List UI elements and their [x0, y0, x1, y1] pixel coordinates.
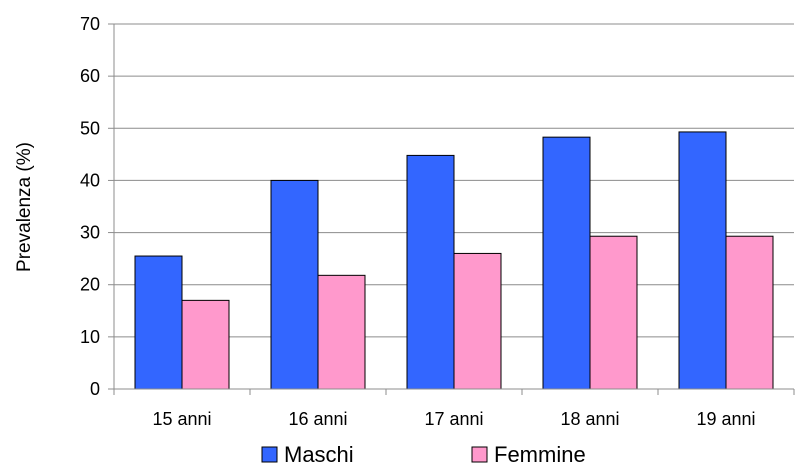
y-tick-labels: 0 10 20 30 40 50 60 70 [80, 14, 100, 399]
y-tick-label: 0 [90, 379, 100, 399]
x-tick-label: 15 anni [152, 409, 211, 429]
y-tick-label: 40 [80, 170, 100, 190]
x-tick-labels: 15 anni 16 anni 17 anni 18 anni 19 anni [152, 409, 755, 429]
bar-maschi-19-anni [678, 131, 727, 390]
legend-label-maschi: Maschi [284, 442, 354, 467]
legend: Maschi Femmine [261, 442, 586, 467]
y-tick-label: 70 [80, 14, 100, 34]
bar-maschi-16-anni [270, 179, 319, 390]
x-tick-label: 19 anni [696, 409, 755, 429]
x-tick-label: 18 anni [560, 409, 619, 429]
y-tick-label: 20 [80, 275, 100, 295]
bars [134, 131, 774, 390]
legend-swatch-femmine [471, 446, 488, 463]
x-tick-label: 17 anni [424, 409, 483, 429]
x-tick-label: 16 anni [288, 409, 347, 429]
bar-femmine-15-anni [181, 299, 230, 390]
bar-femmine-16-anni [317, 274, 366, 390]
bar-maschi-18-anni [542, 136, 591, 390]
y-tick-label: 10 [80, 327, 100, 347]
y-tick-label: 60 [80, 66, 100, 86]
legend-label-femmine: Femmine [494, 442, 586, 467]
y-tick-label: 30 [80, 223, 100, 243]
bar-maschi-17-anni [406, 154, 455, 390]
legend-swatch-maschi [261, 446, 278, 463]
y-tick-label: 50 [80, 118, 100, 138]
bar-femmine-18-anni [589, 235, 638, 390]
bar-femmine-19-anni [725, 235, 774, 390]
bar-maschi-15-anni [134, 255, 183, 390]
bar-femmine-17-anni [453, 252, 502, 390]
axes [108, 23, 795, 395]
y-axis-title: Prevalenza (%) [14, 142, 35, 272]
